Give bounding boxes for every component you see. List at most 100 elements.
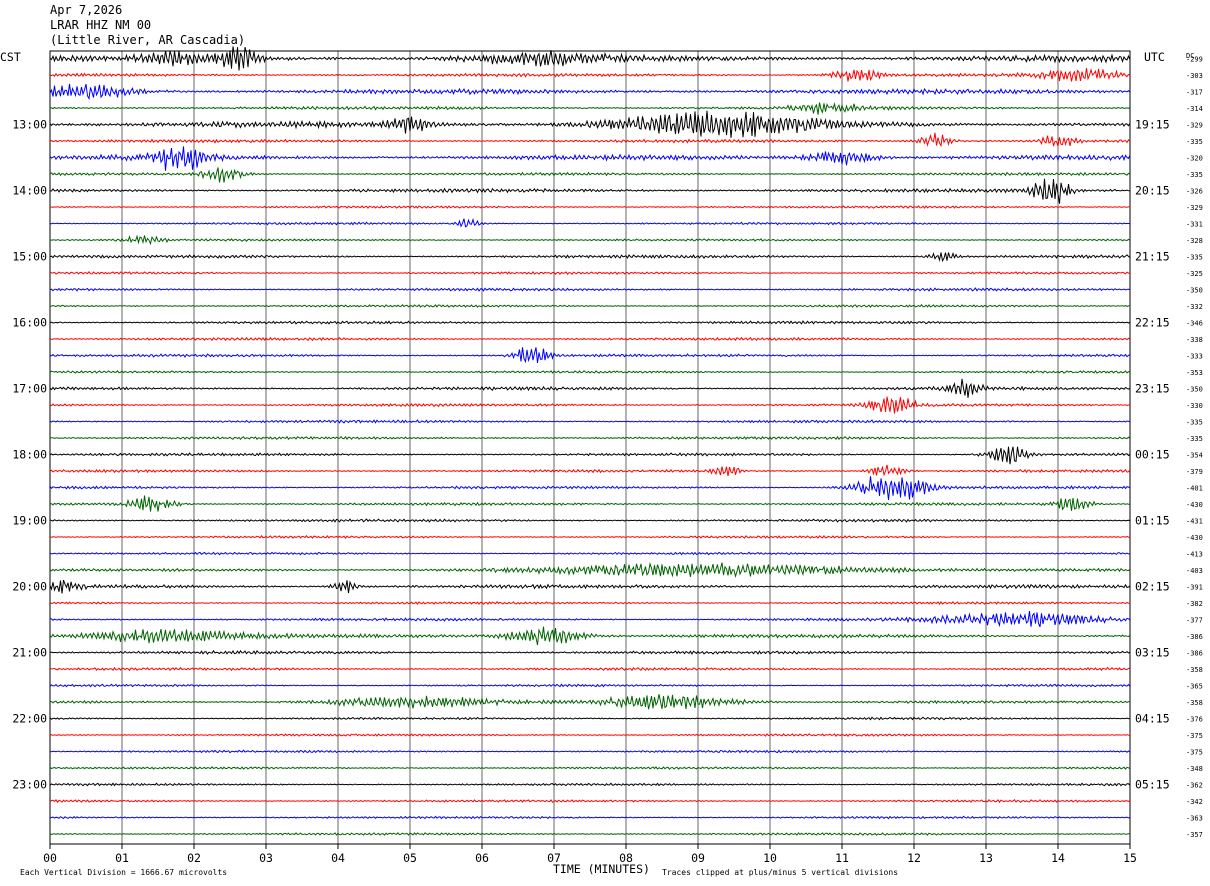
dc-offset-label: -350 [1186, 386, 1203, 394]
dc-offset-label: -362 [1186, 782, 1203, 790]
trace-row-5 [49, 132, 1131, 148]
left-hour-label: 20:00 [12, 580, 47, 594]
dc-offset-label: -386 [1186, 633, 1203, 641]
trace-row-45 [49, 798, 1131, 804]
trace-row-28 [49, 518, 1131, 523]
scale-note: Each Vertical Division = 1666.67 microvo… [20, 868, 227, 877]
dc-offset-label: -353 [1186, 369, 1203, 377]
trace-row-42 [49, 749, 1131, 754]
dc-offset-label: -375 [1186, 732, 1203, 740]
trace-row-0 [49, 46, 1131, 71]
trace-row-1 [49, 67, 1131, 82]
trace-row-21 [49, 396, 1131, 414]
right-hour-label: 20:15 [1135, 184, 1170, 198]
left-hour-label: 23:00 [12, 778, 47, 792]
dc-offset-label: -335 [1186, 171, 1203, 179]
trace-row-46 [50, 815, 1131, 820]
trace-row-25 [49, 464, 1131, 477]
trace-row-13 [49, 271, 1131, 275]
right-time-labels: 19:15 20:15 21:15 22:15 23:15 00:15 01:15 02:15… [1135, 118, 1170, 792]
trace-row-22 [49, 419, 1131, 424]
trace-row-23 [49, 435, 1131, 441]
dc-offset-label: -330 [1186, 402, 1203, 410]
dc-offset-label: -430 [1186, 534, 1203, 542]
left-hour-label: 13:00 [12, 118, 47, 132]
dc-offset-label: -328 [1186, 237, 1203, 245]
right-hour-label: 19:15 [1135, 118, 1170, 132]
dc-offset-label: -354 [1186, 452, 1203, 460]
plot-frame [49, 50, 1131, 845]
dc-offset-label: -375 [1186, 749, 1203, 757]
trace-row-17 [49, 336, 1131, 342]
x-tick-label: 10 [763, 851, 777, 865]
dc-offset-label: -348 [1186, 765, 1203, 773]
x-tick-label: 00 [43, 851, 57, 865]
trace-row-20 [49, 378, 1131, 398]
right-hour-label: 05:15 [1135, 778, 1170, 792]
x-tick-label: 07 [547, 851, 561, 865]
x-tick-label: 08 [619, 851, 633, 865]
dc-offset-label: -333 [1186, 353, 1203, 361]
x-tick-label: 05 [403, 851, 417, 865]
left-time-labels: 13:00 14:00 15:00 16:00 17:00 18:00 19:00 20:00… [12, 118, 47, 792]
trace-row-8 [50, 178, 1131, 204]
dc-offset-label: -331 [1186, 221, 1203, 229]
right-hour-label: 00:15 [1135, 448, 1170, 462]
x-tick-label: 03 [259, 851, 273, 865]
trace-row-47 [49, 832, 1131, 836]
x-tick-label: 11 [835, 851, 849, 865]
x-tick-label: 14 [1051, 851, 1065, 865]
x-tick-label: 12 [907, 851, 921, 865]
dc-offset-label: -391 [1186, 584, 1203, 592]
trace-row-38 [49, 683, 1131, 688]
trace-row-30 [49, 551, 1130, 556]
dc-offset-label: -320 [1186, 155, 1203, 163]
dc-offset-label: -317 [1186, 89, 1203, 97]
trace-row-26 [49, 476, 1131, 501]
right-hour-label: 23:15 [1135, 382, 1170, 396]
dc-offset-labels: -299 -303 -317 -314 -329 -335 -320 -335 -326 -329… [1186, 56, 1203, 840]
left-timezone-label: CST [0, 50, 21, 64]
trace-row-7 [49, 167, 1131, 183]
x-tick-label: 06 [475, 851, 489, 865]
dc-offset-label: -346 [1186, 320, 1203, 328]
trace-row-19 [49, 370, 1131, 374]
trace-row-43 [49, 766, 1131, 770]
left-hour-label: 22:00 [12, 712, 47, 726]
dc-offset-label: -335 [1186, 138, 1203, 146]
dc-offset-label: -430 [1186, 501, 1203, 509]
dc-offset-label: -335 [1186, 435, 1203, 443]
clip-note: Traces clipped at plus/minus 5 vertical … [662, 868, 898, 877]
dc-offset-label: -329 [1186, 122, 1203, 130]
trace-row-35 [49, 626, 1131, 646]
x-axis: 00 01 02 03 04 05 06 07 08 09 10 11 12 13 14 15 [43, 844, 1137, 865]
right-hour-label: 03:15 [1135, 646, 1170, 660]
x-tick-label: 01 [115, 851, 129, 865]
right-hour-label: 02:15 [1135, 580, 1170, 594]
trace-row-11 [49, 234, 1131, 246]
dc-offset-label: -363 [1186, 815, 1203, 823]
x-axis-title: TIME (MINUTES) [553, 862, 650, 876]
dc-header-label: DC [1186, 52, 1194, 60]
x-tick-label: 13 [979, 851, 993, 865]
right-timezone-label: UTC [1144, 50, 1165, 64]
trace-row-3 [50, 102, 1131, 115]
dc-offset-label: -413 [1186, 551, 1203, 559]
trace-row-37 [49, 666, 1131, 672]
left-hour-label: 19:00 [12, 514, 47, 528]
dc-offset-label: -338 [1186, 336, 1203, 344]
dc-offset-label: -325 [1186, 270, 1203, 278]
dc-offset-label: -303 [1186, 72, 1203, 80]
trace-row-34 [49, 611, 1131, 628]
dc-offset-label: -326 [1186, 188, 1203, 196]
dc-offset-label: -431 [1186, 518, 1203, 526]
header-date: Apr 7,2026 [50, 3, 123, 17]
x-tick-label: 09 [691, 851, 705, 865]
dc-offset-label: -342 [1186, 798, 1203, 806]
dc-offset-label: -379 [1186, 468, 1203, 476]
left-hour-label: 17:00 [12, 382, 47, 396]
dc-offset-label: -382 [1186, 600, 1203, 608]
dc-offset-label: -403 [1186, 567, 1203, 575]
trace-row-36 [49, 649, 1131, 656]
